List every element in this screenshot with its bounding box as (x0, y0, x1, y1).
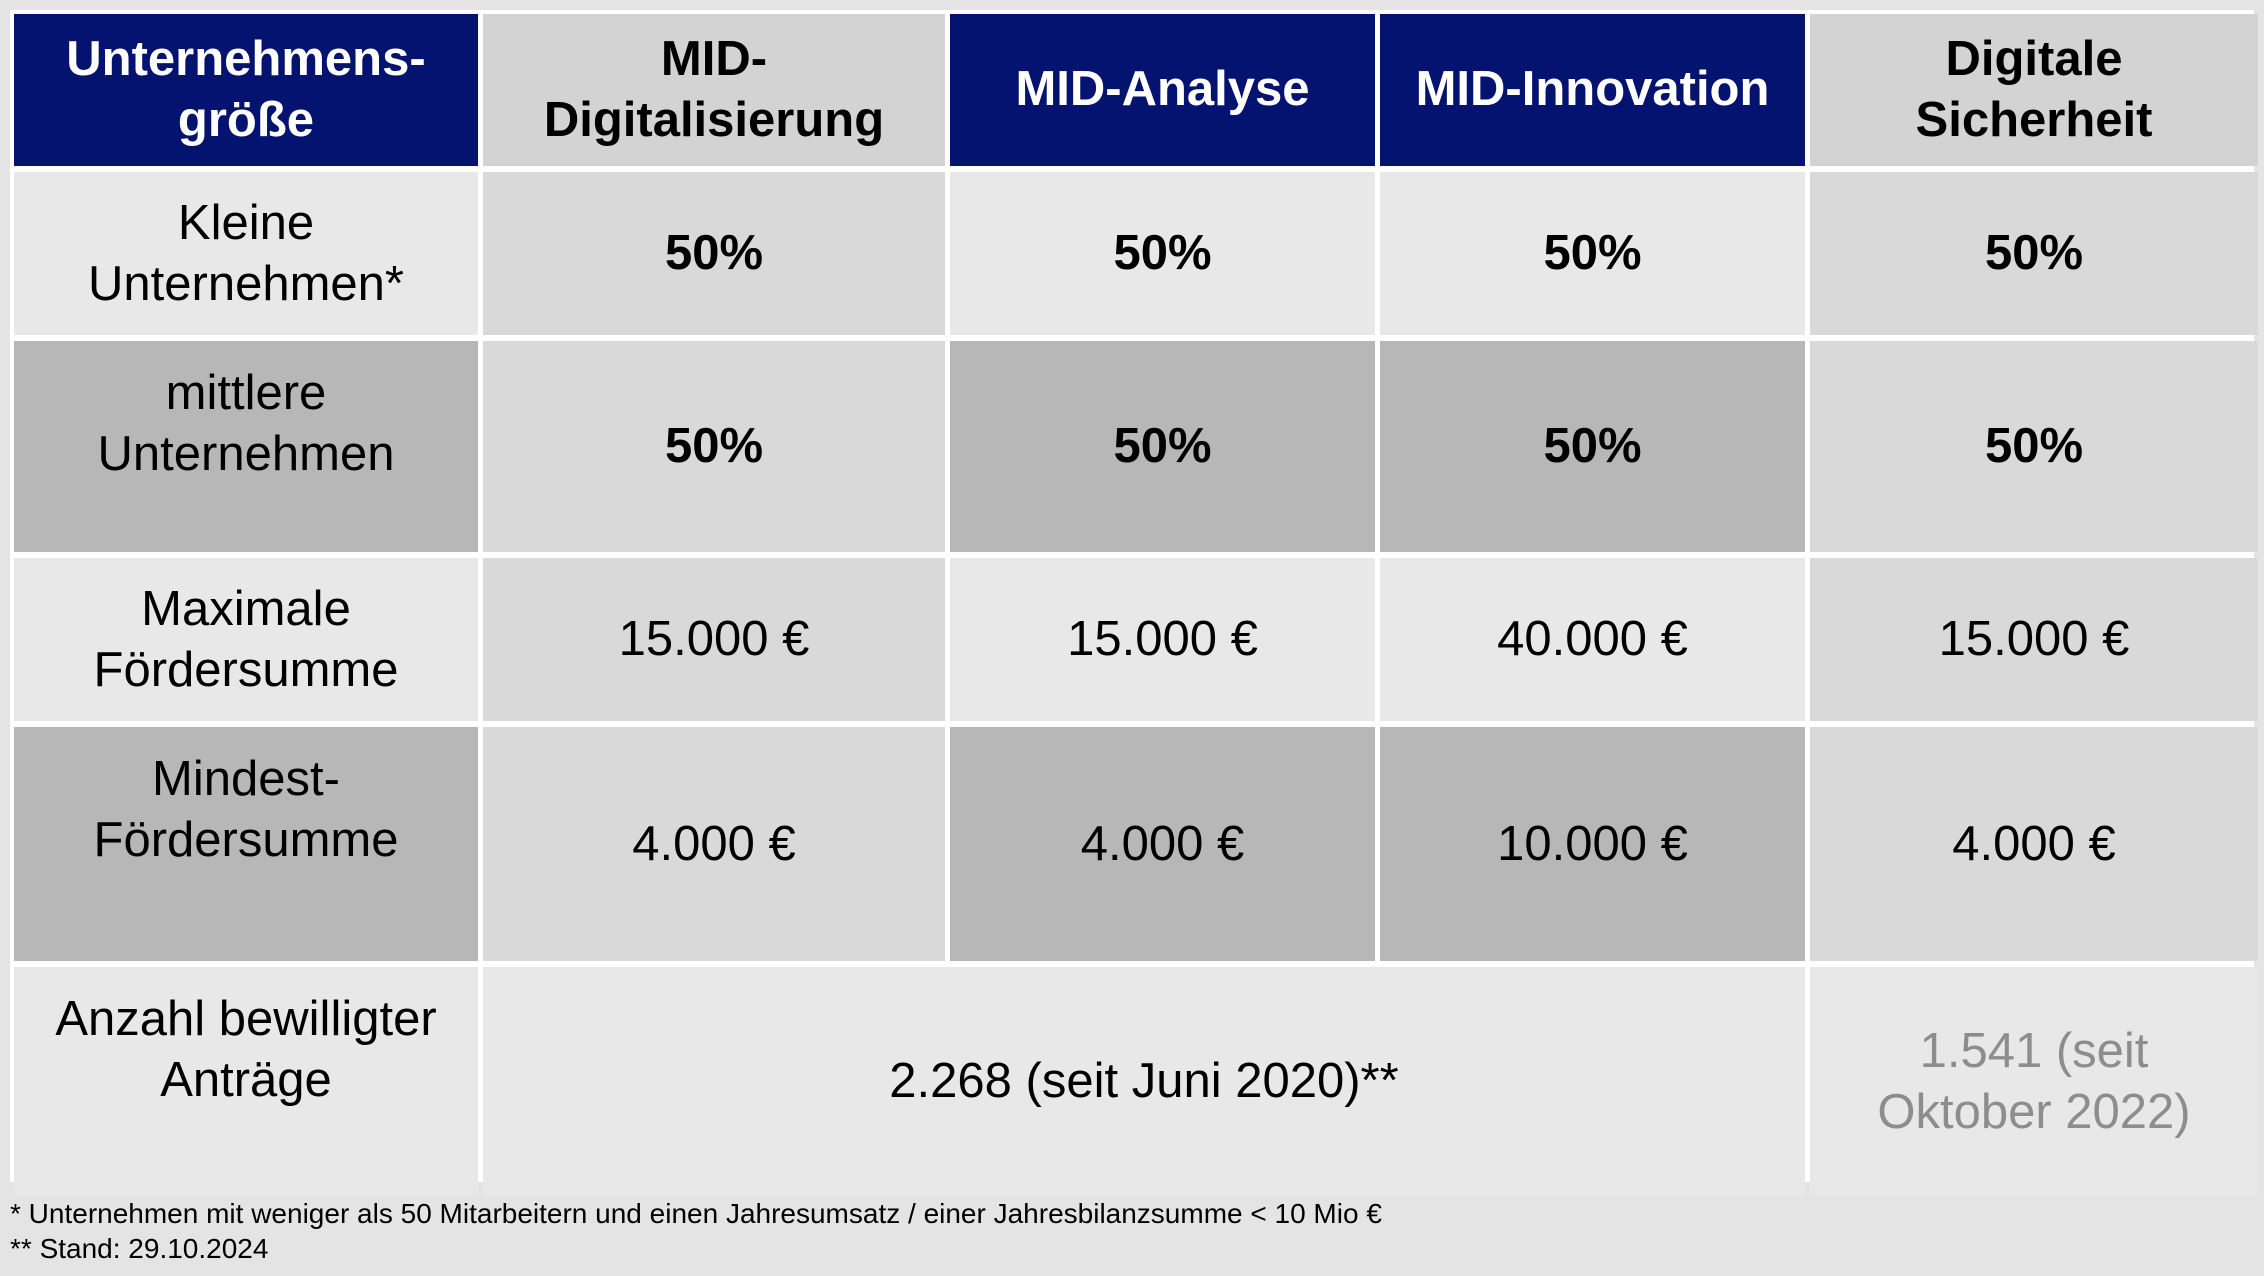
funding-table: Unternehmens- größe MID- Digitalisierung… (10, 10, 2258, 1196)
header-mid-innovation: MID-Innovation (1380, 14, 1805, 166)
table-cell: 50% (1380, 172, 1805, 335)
footnotes: * Unternehmen mit weniger als 50 Mitarbe… (10, 1196, 1382, 1266)
table-cell: 50% (483, 341, 945, 552)
table-cell: 15.000 € (950, 558, 1375, 721)
header-digitale-sicherheit: Digitale Sicherheit (1810, 14, 2258, 166)
row-label-min-funding: Mindest- Fördersumme (14, 727, 478, 961)
header-mid-analyse: MID-Analyse (950, 14, 1375, 166)
table-cell: 4.000 € (483, 727, 945, 961)
table-cell: 40.000 € (1380, 558, 1805, 721)
row-label-small-companies: Kleine Unternehmen* (14, 172, 478, 335)
table-cell: 50% (1810, 341, 2258, 552)
table-cell: 50% (483, 172, 945, 335)
row-label-max-funding: Maximale Fördersumme (14, 558, 478, 721)
table-cell: 50% (950, 172, 1375, 335)
table-cell: 10.000 € (1380, 727, 1805, 961)
table-cell: 15.000 € (1810, 558, 2258, 721)
approved-applications-mid: 2.268 (seit Juni 2020)** (483, 967, 1805, 1196)
table-cell: 4.000 € (1810, 727, 2258, 961)
footnote-date: ** Stand: 29.10.2024 (10, 1233, 269, 1264)
approved-applications-security: 1.541 (seit Oktober 2022) (1810, 967, 2258, 1196)
table-cell: 4.000 € (950, 727, 1375, 961)
footnote-small-companies: * Unternehmen mit weniger als 50 Mitarbe… (10, 1198, 1382, 1229)
table-cell: 50% (1810, 172, 2258, 335)
header-company-size: Unternehmens- größe (14, 14, 478, 166)
row-label-medium-companies: mittlere Unternehmen (14, 341, 478, 552)
table-cell: 15.000 € (483, 558, 945, 721)
row-label-approved-applications: Anzahl bewilligter Anträge (14, 967, 478, 1196)
table-cell: 50% (950, 341, 1375, 552)
table-cell: 50% (1380, 341, 1805, 552)
header-mid-digitalisierung: MID- Digitalisierung (483, 14, 945, 166)
